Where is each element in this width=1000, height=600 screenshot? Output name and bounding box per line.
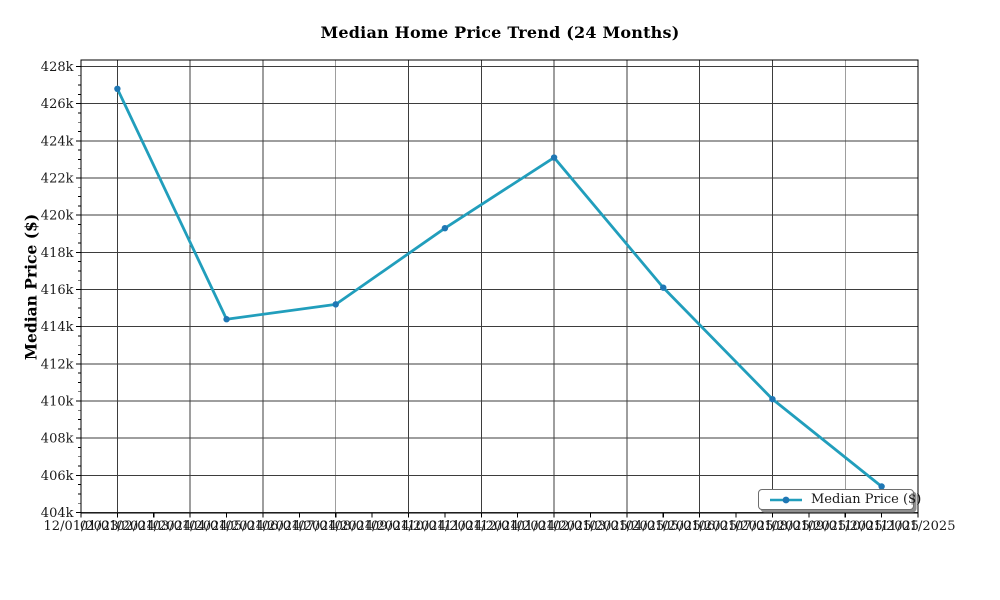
x-tick-label: 01/01/2024: [80, 519, 155, 534]
x-tick-label: 02/01/2024: [116, 519, 191, 534]
x-tick-label: 04/01/2025: [626, 519, 701, 534]
x-tick-label: 03/01/2025: [589, 519, 664, 534]
x-tick-label: 09/01/2025: [808, 519, 883, 534]
data-point-marker: [660, 284, 667, 291]
x-tick-label: 11/01/2024: [444, 519, 519, 534]
y-tick-label: 412k: [41, 357, 74, 372]
x-tick-label: 04/01/2024: [189, 519, 264, 534]
y-tick-label: 416k: [41, 283, 74, 298]
data-point-marker: [550, 154, 558, 161]
x-tick-label: 07/01/2025: [735, 519, 810, 534]
x-tick-label: 09/01/2024: [371, 519, 446, 534]
x-tick-label: 06/01/2025: [699, 519, 774, 534]
x-tick-label: 03/01/2024: [153, 519, 228, 534]
legend-line-sample: [770, 496, 802, 503]
legend[interactable]: Median Price ($): [758, 489, 921, 510]
y-tick-label: 426k: [41, 97, 74, 112]
y-tick-label: 410k: [41, 395, 74, 410]
x-tick-label: 01/01/2025: [517, 519, 592, 534]
data-point-marker: [878, 483, 885, 490]
y-axis-title: Median Price ($): [21, 213, 41, 361]
y-tick-label: 404k: [41, 506, 74, 521]
data-point-marker: [769, 395, 776, 403]
x-tick-label: 07/01/2024: [298, 519, 373, 534]
y-tick-label: 414k: [41, 320, 74, 335]
data-point-marker: [441, 224, 449, 232]
x-tick-label: 10/01/2025: [844, 519, 919, 534]
legend-label: Median Price ($): [811, 492, 922, 507]
data-point-marker: [114, 85, 121, 93]
x-tick-label: 12/01/2024: [480, 519, 555, 534]
price-trend-line: [115, 87, 884, 488]
y-tick-label: 424k: [41, 134, 74, 149]
x-tick-label: 05/01/2024: [225, 519, 300, 534]
axes-spines: [80, 59, 919, 514]
x-tick-label: 05/01/2025: [662, 519, 737, 534]
chart-title: Median Home Price Trend (24 Months): [320, 23, 680, 42]
x-tick-label: 08/01/2025: [771, 519, 846, 534]
y-tick-label: 406k: [41, 469, 74, 484]
y-tick-label: 428k: [41, 60, 74, 75]
data-point-marker: [223, 316, 230, 323]
y-tick-label: 420k: [41, 209, 74, 224]
x-tick-label: 08/01/2024: [335, 519, 410, 534]
legend-marker-icon: [782, 496, 790, 503]
y-tick-label: 418k: [41, 246, 74, 261]
y-tick-label: 422k: [41, 172, 74, 187]
x-tick-label: 12/01/2023: [44, 519, 119, 534]
data-point-marker: [332, 301, 339, 308]
y-tick-label: 408k: [41, 432, 74, 447]
x-tick-label: 10/01/2024: [407, 519, 482, 534]
x-tick-label: 06/01/2024: [262, 519, 337, 534]
x-tick-label: 11/01/2025: [881, 519, 956, 534]
x-tick-label: 02/01/2025: [553, 519, 628, 534]
